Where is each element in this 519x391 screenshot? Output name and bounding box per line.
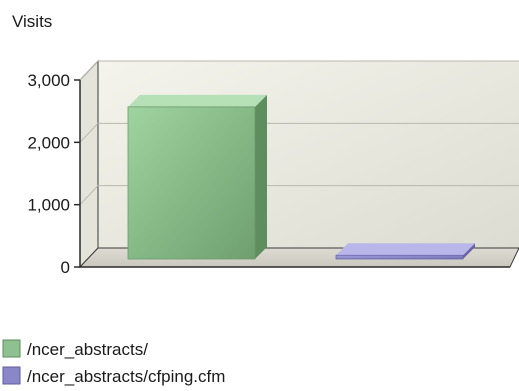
y-tick-label: 3,000 (27, 71, 70, 90)
y-axis: 0 1,000 2,000 3,000 (27, 71, 80, 277)
bar-side (255, 94, 267, 259)
bar-1 (335, 243, 475, 260)
gridline (79, 60, 519, 81)
bar-front (127, 106, 256, 260)
bar-0 (127, 94, 267, 260)
y-axis-label: Visits (12, 12, 52, 31)
bar-top (336, 243, 475, 256)
bar-front (335, 254, 464, 260)
legend-label: /ncer_abstracts/cfping.cfm (27, 367, 225, 386)
y-tick-label: 1,000 (27, 196, 70, 215)
gridline (79, 185, 519, 206)
legend-label: /ncer_abstracts/ (27, 340, 148, 359)
legend: /ncer_abstracts/ /ncer_abstracts/cfping.c… (2, 339, 225, 386)
plot-side-wall (79, 59, 99, 269)
bar-side (463, 243, 475, 259)
legend-swatch (2, 366, 21, 385)
y-tick-label: 0 (61, 258, 70, 277)
gridline (79, 122, 519, 143)
y-tick-label: 2,000 (27, 133, 70, 152)
bars (127, 94, 475, 260)
legend-swatch (2, 339, 21, 358)
bar-top (128, 94, 267, 107)
gridlines (79, 60, 519, 206)
